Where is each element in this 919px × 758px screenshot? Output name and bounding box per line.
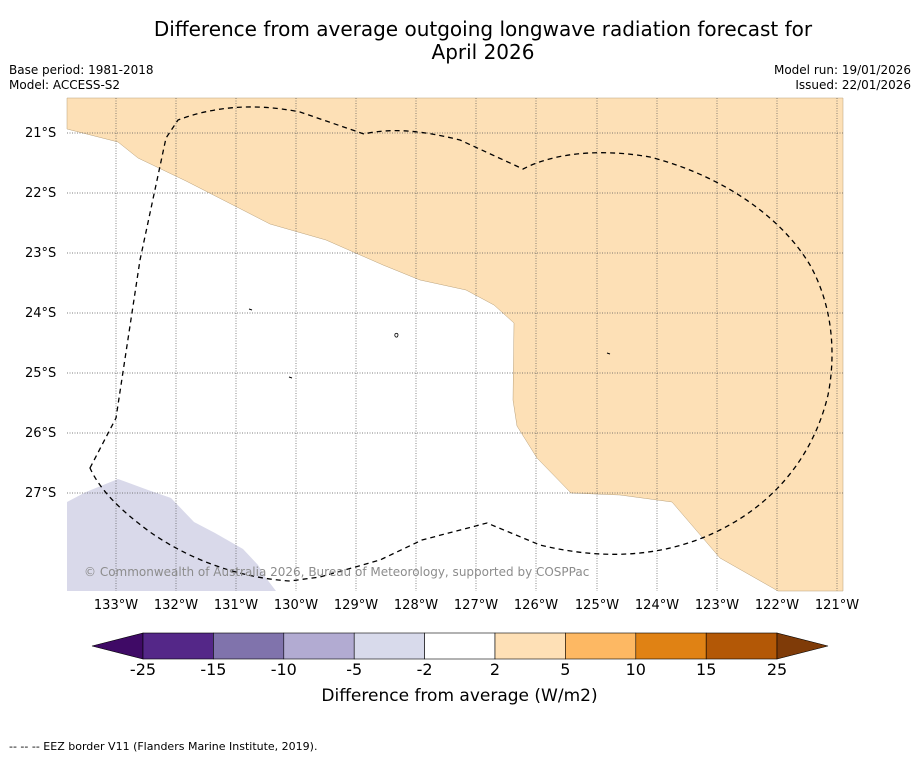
colorbar-tick-label: 5 (560, 660, 571, 679)
meta-right: Model run: 19/01/2026 Issued: 22/01/2026 (774, 63, 911, 93)
lon-label: 122°W (754, 598, 800, 613)
title-line-1: Difference from average outgoing longwav… (153, 17, 813, 41)
lon-label: 126°W (513, 598, 559, 613)
colorbar-tick-label: 10 (625, 660, 646, 679)
lat-label: 24°S (25, 306, 57, 321)
lon-label: 131°W (213, 598, 259, 613)
colorbar-segment (635, 632, 707, 660)
model-name: Model: ACCESS-S2 (9, 78, 121, 92)
base-period: Base period: 1981-2018 (9, 63, 154, 77)
colorbar-extend-low (91, 632, 144, 660)
colorbar-label: Difference from average (W/m2) (321, 686, 598, 706)
lon-label: 121°W (814, 598, 860, 613)
eez-footnote: -- -- -- EEZ border V11 (Flanders Marine… (9, 740, 318, 753)
lon-label: 132°W (153, 598, 199, 613)
lat-label: 21°S (25, 126, 57, 141)
lon-label: 129°W (333, 598, 379, 613)
issued-date: Issued: 22/01/2026 (795, 78, 911, 92)
colorbar-tick-label: -5 (346, 660, 363, 679)
chart-title: Difference from average outgoing longwav… (0, 18, 919, 64)
colorbar-tick-label: 25 (766, 660, 788, 679)
colorbar-tick-label: 2 (489, 660, 501, 679)
colorbar-tick-label: -25 (129, 660, 157, 679)
copyright-notice: © Commonwealth of Australia 2026, Bureau… (84, 565, 590, 579)
lon-label: 133°W (93, 598, 139, 613)
colorbar (91, 632, 829, 660)
lon-label: 123°W (694, 598, 740, 613)
colorbar-tick-label: -15 (200, 660, 227, 679)
colorbar-segment (705, 632, 778, 660)
gridlines (67, 98, 843, 591)
island-mark (394, 332, 399, 338)
colorbar-extend-high (776, 632, 829, 660)
colorbar-tick-label: -10 (270, 660, 297, 679)
lat-label: 22°S (25, 186, 57, 201)
lon-label: 127°W (453, 598, 499, 613)
colorbar-tick-label: 15 (696, 660, 717, 679)
colorbar-segment (283, 632, 355, 660)
colorbar-segment (142, 632, 214, 660)
lat-label: 27°S (25, 486, 57, 501)
lat-label: 23°S (25, 246, 57, 261)
colorbar-segment (494, 632, 566, 660)
lon-label: 124°W (634, 598, 680, 613)
colorbar-tick-label: -2 (416, 660, 433, 679)
anomaly-region-positive (66, 97, 844, 592)
colorbar-segment (424, 632, 496, 660)
lat-label: 26°S (25, 426, 57, 441)
island-mark (606, 352, 611, 355)
eez-border (89, 106, 833, 582)
colorbar-segment (213, 632, 285, 660)
colorbar-segment (565, 632, 637, 660)
model-run: Model run: 19/01/2026 (773, 63, 911, 77)
lat-label: 25°S (25, 366, 57, 381)
lon-label: 130°W (273, 598, 319, 613)
island-mark (288, 376, 293, 379)
colorbar-segment (353, 632, 425, 660)
meta-left: Base period: 1981-2018 Model: ACCESS-S2 (9, 63, 154, 93)
lon-label: 125°W (574, 598, 620, 613)
island-mark (248, 308, 253, 311)
lon-label: 128°W (393, 598, 439, 613)
title-line-2: April 2026 (431, 40, 535, 64)
